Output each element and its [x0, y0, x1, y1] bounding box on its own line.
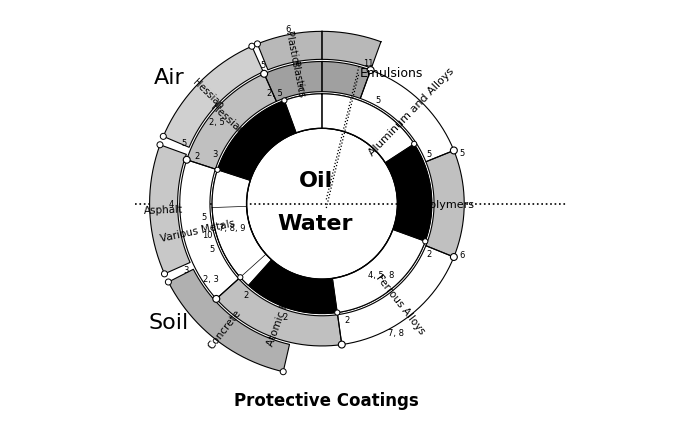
Text: Polymers: Polymers	[424, 199, 475, 209]
Circle shape	[260, 71, 267, 78]
Text: 5: 5	[209, 244, 215, 253]
Text: 2: 2	[427, 250, 432, 259]
Text: 1: 1	[315, 286, 320, 295]
Text: 5: 5	[202, 212, 206, 221]
Text: Plastics: Plastics	[289, 61, 306, 99]
Text: 2, 5: 2, 5	[209, 118, 225, 127]
Polygon shape	[337, 246, 454, 345]
Text: 2, 3: 2, 3	[203, 274, 219, 283]
Polygon shape	[218, 101, 296, 181]
Circle shape	[238, 275, 243, 280]
Polygon shape	[216, 279, 342, 346]
Circle shape	[246, 129, 398, 280]
Polygon shape	[426, 151, 464, 258]
Circle shape	[335, 310, 340, 316]
Circle shape	[213, 296, 220, 303]
Text: 6: 6	[459, 251, 464, 259]
Polygon shape	[169, 270, 290, 372]
Circle shape	[165, 280, 172, 286]
Text: 2: 2	[344, 316, 349, 324]
Text: Hessian: Hessian	[209, 102, 246, 137]
Polygon shape	[163, 47, 263, 148]
Circle shape	[280, 369, 286, 375]
Text: 5: 5	[181, 138, 187, 147]
Polygon shape	[284, 95, 322, 134]
Circle shape	[338, 341, 345, 348]
Circle shape	[183, 157, 190, 164]
Text: 4, 5, 8: 4, 5, 8	[368, 270, 395, 280]
Text: 5: 5	[459, 149, 464, 158]
Text: 10: 10	[202, 230, 213, 240]
Polygon shape	[212, 207, 266, 278]
Polygon shape	[322, 62, 370, 99]
Text: 7, 8, 9: 7, 8, 9	[219, 224, 246, 233]
Text: 2, 5: 2, 5	[267, 89, 283, 98]
Text: 7, 8: 7, 8	[389, 328, 405, 337]
Text: 11: 11	[363, 58, 373, 68]
Circle shape	[450, 147, 457, 154]
Circle shape	[157, 142, 163, 148]
Text: 2: 2	[195, 152, 200, 161]
Text: Concrete: Concrete	[206, 307, 243, 350]
Circle shape	[423, 239, 428, 244]
Text: 3: 3	[183, 266, 189, 275]
Text: Oil: Oil	[298, 171, 332, 190]
Text: Hessian: Hessian	[190, 77, 225, 111]
Text: 5: 5	[260, 61, 266, 70]
Text: 6: 6	[285, 25, 290, 34]
Polygon shape	[212, 170, 272, 286]
Circle shape	[162, 271, 167, 277]
Polygon shape	[264, 62, 322, 102]
Circle shape	[412, 142, 416, 147]
Circle shape	[254, 42, 260, 48]
Text: Protective Coatings: Protective Coatings	[234, 391, 419, 409]
Circle shape	[160, 134, 167, 140]
Text: 5: 5	[375, 95, 380, 104]
Circle shape	[368, 68, 374, 74]
Text: 5: 5	[299, 83, 304, 92]
Text: Soil: Soil	[149, 313, 189, 332]
Circle shape	[215, 168, 220, 173]
Text: Ferrous Alloys: Ferrous Alloys	[374, 273, 426, 336]
Polygon shape	[258, 32, 322, 71]
Text: 5: 5	[427, 150, 432, 159]
Text: Various Metals: Various Metals	[160, 218, 236, 243]
Text: Asphalt: Asphalt	[144, 204, 183, 215]
Text: Emulsions: Emulsions	[360, 67, 424, 80]
Text: 4: 4	[169, 200, 174, 209]
Text: Water: Water	[278, 214, 354, 233]
Text: 3: 3	[212, 150, 217, 159]
Circle shape	[282, 98, 287, 104]
Polygon shape	[212, 95, 432, 314]
Text: Air: Air	[153, 68, 184, 87]
Polygon shape	[360, 71, 454, 163]
Polygon shape	[180, 160, 239, 299]
Text: Plastics: Plastics	[284, 30, 300, 68]
Text: 2: 2	[243, 290, 248, 299]
Polygon shape	[322, 95, 414, 163]
Circle shape	[248, 44, 255, 50]
Polygon shape	[322, 32, 381, 69]
Circle shape	[450, 254, 457, 261]
Polygon shape	[385, 144, 432, 242]
Text: Aluminum and Alloys: Aluminum and Alloys	[368, 66, 456, 157]
Text: 2: 2	[283, 312, 288, 321]
Polygon shape	[248, 260, 337, 314]
Polygon shape	[332, 230, 426, 313]
Text: Atomic H: Atomic H	[266, 300, 291, 347]
Polygon shape	[150, 145, 190, 274]
Polygon shape	[187, 75, 276, 170]
